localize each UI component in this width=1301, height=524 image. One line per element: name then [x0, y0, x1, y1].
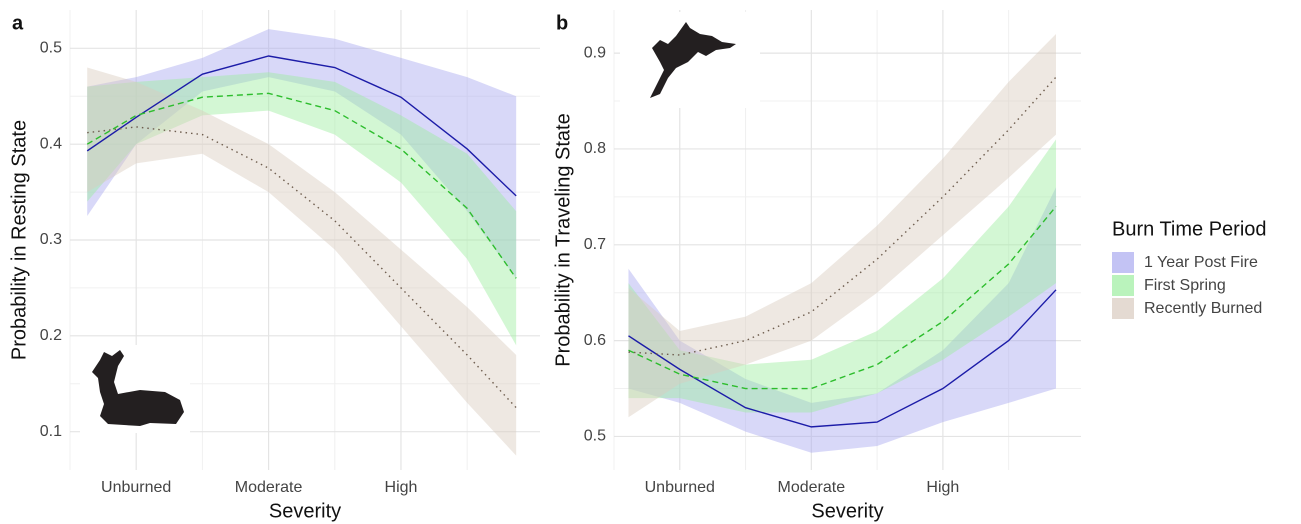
y-tick-label: 0.9 — [584, 44, 606, 61]
legend-label: 1 Year Post Fire — [1144, 254, 1258, 271]
x-tick-label: High — [926, 479, 959, 496]
x-axis-title: Severity — [269, 500, 341, 522]
confidence-band — [87, 67, 517, 456]
x-tick-label: High — [385, 479, 418, 496]
x-axis-title: Severity — [811, 500, 883, 522]
y-tick-label: 0.7 — [584, 236, 606, 253]
confidence-band — [628, 33, 1057, 418]
confidence-band — [628, 139, 1057, 413]
legend-key — [1112, 298, 1134, 319]
line — [628, 206, 1057, 390]
x-tick-label: Moderate — [778, 479, 846, 496]
x-tick-label: Unburned — [101, 479, 171, 496]
y-tick-label: 0.1 — [40, 423, 62, 440]
legend-title: Burn Time Period — [1112, 218, 1267, 240]
legend-key — [1112, 275, 1134, 296]
confidence-band — [87, 72, 517, 346]
y-tick-label: 0.5 — [584, 428, 606, 445]
y-axis-title: Probability in Resting State — [8, 120, 30, 360]
y-tick-label: 0.8 — [584, 140, 606, 157]
leaping-deer-icon — [650, 22, 736, 98]
y-tick-label: 0.4 — [40, 135, 62, 152]
resting-deer-icon — [92, 350, 184, 426]
panel-label: a — [12, 12, 24, 34]
legend-label: First Spring — [1144, 277, 1226, 294]
legend-key — [1112, 252, 1134, 273]
y-tick-label: 0.2 — [40, 327, 62, 344]
line — [628, 289, 1057, 428]
y-tick-label: 0.3 — [40, 231, 62, 248]
y-tick-label: 0.6 — [584, 332, 606, 349]
panel-label: b — [556, 12, 568, 34]
y-tick-label: 0.5 — [40, 40, 62, 57]
line — [87, 126, 517, 409]
x-tick-label: Moderate — [235, 479, 303, 496]
legend-label: Recently Burned — [1144, 300, 1262, 317]
line — [86, 92, 517, 279]
x-tick-label: Unburned — [645, 479, 715, 496]
line — [86, 55, 517, 197]
confidence-band — [87, 29, 517, 279]
y-axis-title: Probability in Traveling State — [552, 113, 574, 366]
